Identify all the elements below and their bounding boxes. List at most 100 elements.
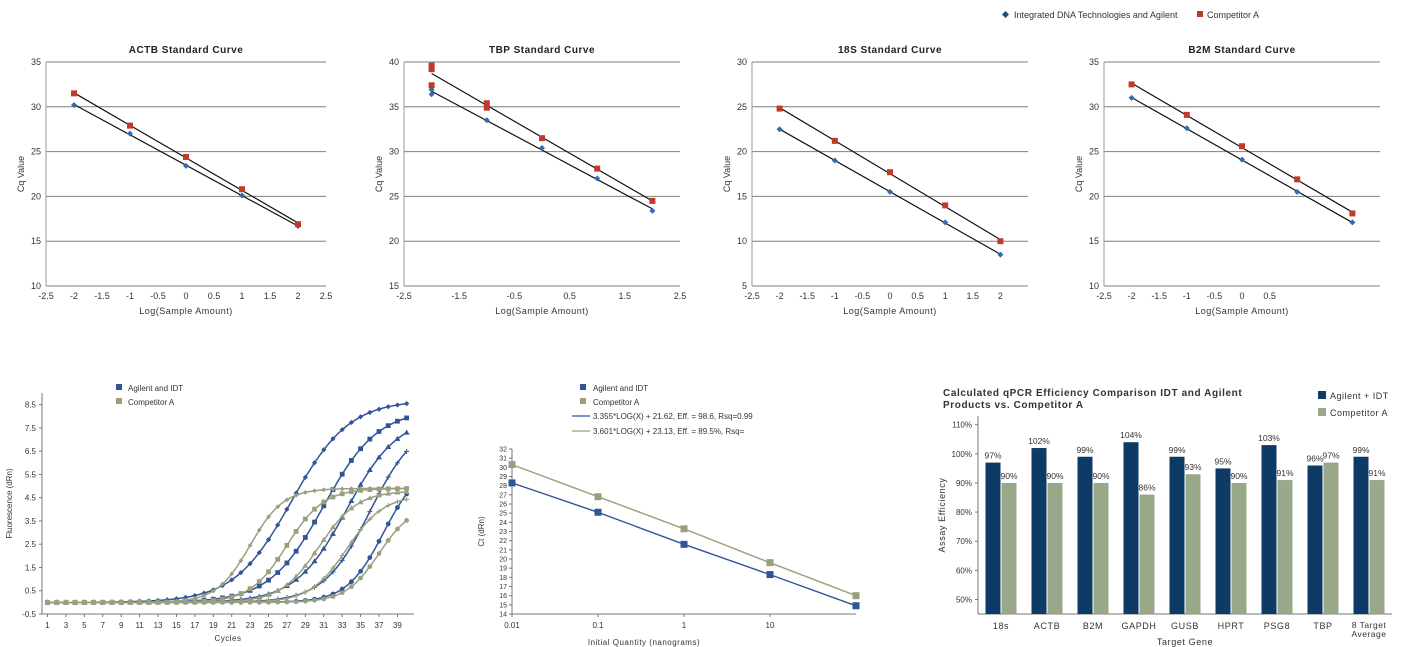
curve-marker-competitor	[312, 506, 317, 512]
curve-marker-competitor	[376, 486, 382, 492]
y-tick-label: 22	[499, 538, 507, 545]
curve-marker-agilent	[311, 558, 318, 564]
curve-marker-competitor	[266, 514, 271, 520]
x-tick-label: 0.5	[911, 291, 924, 301]
legend-square-agilent	[116, 384, 122, 390]
curve-marker-agilent	[284, 560, 290, 566]
curve-marker-agilent	[348, 579, 354, 585]
curve-marker-competitor	[358, 527, 364, 533]
chart-title: B2M Standard Curve	[1188, 45, 1295, 56]
curve-marker-competitor	[302, 562, 309, 568]
curve-marker-competitor	[266, 599, 271, 605]
legend-label-competitor: Competitor A	[593, 398, 640, 407]
legend-square-competitor	[580, 398, 586, 404]
data-point-competitor	[127, 122, 133, 129]
x-tick-label: 25	[264, 621, 273, 630]
curve-marker-agilent	[403, 429, 410, 435]
x-axis-label: Log(Sample Amount)	[139, 306, 233, 316]
curve-marker-competitor	[376, 492, 383, 498]
legend-square-competitor	[116, 398, 122, 404]
legend-label-competitor: Competitor A	[1330, 408, 1388, 418]
chart-title: 18S Standard Curve	[838, 45, 942, 56]
curve-marker-agilent	[321, 503, 327, 509]
chart-title: TBP Standard Curve	[489, 45, 595, 56]
bar-competitor	[1277, 480, 1293, 614]
data-point-idt	[942, 219, 949, 226]
curve-marker-agilent	[348, 497, 355, 503]
x-tick-label: 0.5	[563, 291, 576, 301]
legend-diamond-idt	[1002, 11, 1009, 18]
curve-marker-competitor	[275, 504, 281, 510]
curve-marker-agilent	[339, 427, 345, 433]
y-axis-label: Fluorescence (dRn)	[5, 468, 14, 539]
b2m-standard-curve-chart: 10 15 20 25 30 35 -2.5 -2 -1.5 -1 -0.5 0 0.5 B2M Stan…	[1074, 45, 1380, 316]
curve-marker-agilent	[321, 447, 327, 453]
data-point-competitor	[766, 559, 774, 567]
curve-marker-competitor	[339, 486, 345, 492]
curve-marker-competitor	[201, 593, 207, 598]
data-point-idt	[127, 130, 133, 137]
curve-marker-competitor	[238, 558, 244, 564]
x-tick-label: 2.5	[674, 291, 687, 301]
curve-marker-competitor	[164, 599, 170, 605]
curve-marker-agilent	[385, 444, 392, 450]
y-tick-label: 27	[499, 492, 507, 499]
curve-marker-agilent	[395, 505, 400, 510]
data-point-competitor	[483, 100, 490, 107]
data-point-competitor	[831, 137, 838, 144]
bar-label-competitor: 91%	[1276, 468, 1293, 478]
curve-marker-agilent	[394, 435, 401, 441]
curve-marker-competitor	[394, 499, 400, 505]
curve-marker-competitor	[311, 550, 318, 556]
curve-marker-competitor	[312, 584, 318, 590]
curve-marker-competitor	[348, 489, 354, 495]
curve-marker-competitor	[404, 496, 410, 502]
category-label: GUSB	[1171, 621, 1199, 631]
curve-marker-competitor	[293, 599, 299, 605]
curve-marker-competitor	[238, 591, 244, 597]
x-tick-label: 1.5	[264, 291, 277, 301]
data-point-idt	[539, 145, 545, 152]
y-tick-label: 35	[1089, 57, 1099, 67]
bar-label-agilent: 97%	[984, 451, 1001, 461]
curve-marker-competitor	[348, 539, 354, 545]
curve-marker-agilent	[302, 535, 308, 540]
curve-marker-agilent	[284, 506, 290, 512]
bar-agilent	[1307, 465, 1323, 614]
curve-marker-agilent	[357, 481, 364, 487]
data-point-idt	[594, 175, 601, 182]
y-tick-label: 19	[499, 566, 507, 573]
legend-label-agilent: Agilent + IDT	[1330, 391, 1389, 401]
curve-marker-competitor	[339, 491, 345, 497]
y-tick-label: -0.5	[22, 610, 36, 619]
curve-marker-competitor	[330, 594, 336, 599]
x-tick-label: -2	[776, 291, 784, 301]
x-tick-label: -1.5	[451, 291, 467, 301]
y-tick-label: 1.5	[25, 563, 37, 572]
x-tick-label: 1	[682, 621, 687, 630]
y-tick-label: 30	[737, 57, 747, 67]
x-tick-label: -2	[1128, 291, 1136, 301]
curve-marker-agilent	[266, 577, 271, 583]
curve-marker-competitor	[91, 599, 96, 605]
x-tick-label: -2.5	[1096, 291, 1112, 301]
curve-marker-agilent	[358, 568, 363, 574]
curve-marker-competitor	[238, 599, 244, 605]
curve-marker-competitor	[210, 599, 216, 605]
x-tick-label: 0	[1239, 291, 1244, 301]
y-tick-label: 21	[499, 547, 507, 554]
x-tick-label: 37	[375, 621, 384, 630]
x-tick-label: -0.5	[1207, 291, 1223, 301]
data-point-idt	[1128, 94, 1135, 101]
curve-marker-competitor	[312, 597, 317, 603]
efficiency-bar-chart: Calculated qPCR Efficiency Comparison ID…	[937, 388, 1392, 647]
curve-marker-competitor	[183, 599, 189, 605]
curve-marker-competitor	[81, 599, 87, 605]
x-tick-label: 1.5	[619, 291, 632, 301]
category-label-line-2: Average	[1351, 629, 1386, 639]
curve-marker-competitor	[229, 594, 235, 600]
bar-agilent	[1031, 448, 1047, 614]
curve-marker-competitor	[302, 490, 308, 495]
curve-marker-competitor	[100, 599, 106, 605]
y-axis-label: Cq Value	[1074, 156, 1084, 192]
